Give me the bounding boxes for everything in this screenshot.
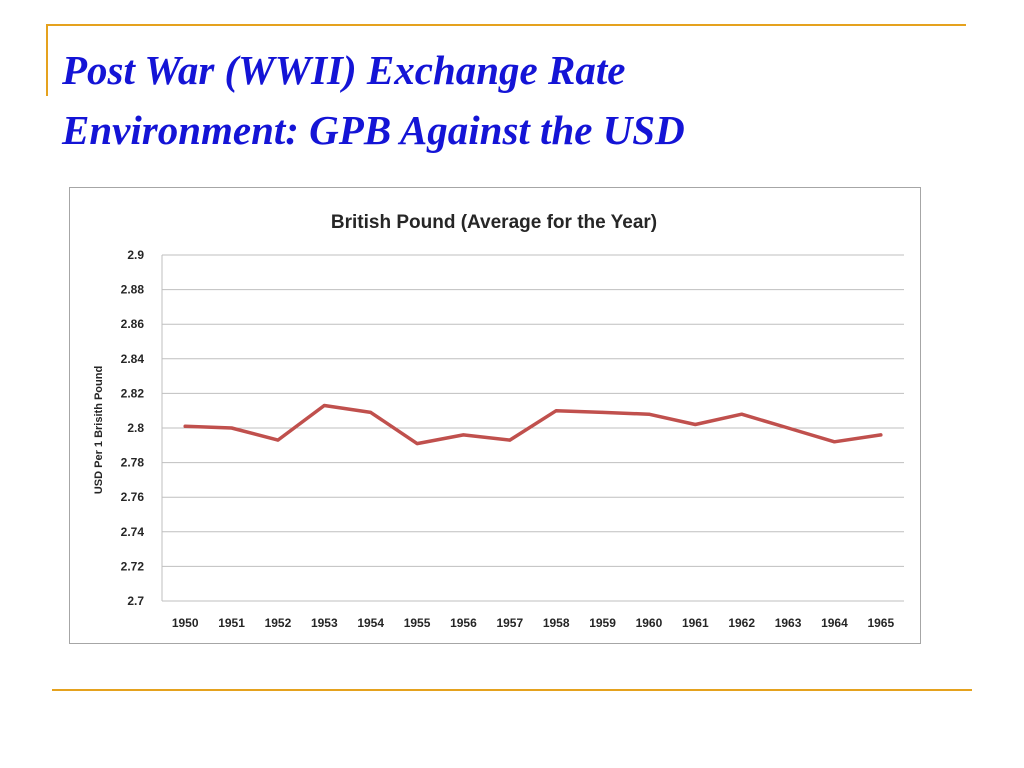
data-point <box>647 412 651 416</box>
y-tick-label: 2.88 <box>121 283 145 297</box>
data-point <box>183 424 187 428</box>
x-tick-label: 1954 <box>357 616 384 630</box>
x-tick-label: 1957 <box>496 616 523 630</box>
y-tick-label: 2.86 <box>121 317 145 331</box>
data-point <box>879 433 883 437</box>
chart-title: British Pound (Average for the Year) <box>331 212 657 233</box>
data-point <box>740 412 744 416</box>
data-point <box>276 438 280 442</box>
x-tick-label: 1960 <box>636 616 663 630</box>
data-point <box>230 426 234 430</box>
data-point <box>693 423 697 427</box>
data-point <box>786 426 790 430</box>
data-point <box>832 440 836 444</box>
y-tick-label: 2.76 <box>121 490 145 504</box>
y-tick-label: 2.7 <box>127 594 144 608</box>
y-axis-ticks: 2.7 2.72 2.74 2.76 2.78 2.8 2.82 2.84 2.86 2.88 2.… <box>121 248 145 608</box>
x-tick-label: 1965 <box>867 616 894 630</box>
x-tick-label: 1962 <box>728 616 755 630</box>
series <box>183 403 883 446</box>
x-tick-label: 1964 <box>821 616 848 630</box>
accent-line-left <box>46 24 48 96</box>
x-axis-ticks: 1950 1951 1952 1953 1954 1955 1956 1957 1958 1959… <box>172 616 895 630</box>
x-tick-label: 1950 <box>172 616 199 630</box>
gridlines <box>161 254 904 602</box>
x-tick-label: 1959 <box>589 616 616 630</box>
y-tick-label: 2.72 <box>121 559 145 573</box>
data-point <box>369 410 373 414</box>
x-tick-label: 1963 <box>775 616 802 630</box>
data-point <box>461 433 465 437</box>
data-point <box>508 438 512 442</box>
data-point <box>322 404 326 408</box>
x-tick-label: 1961 <box>682 616 709 630</box>
y-tick-label: 2.84 <box>121 352 145 366</box>
x-tick-label: 1956 <box>450 616 477 630</box>
accent-line-top <box>46 24 966 26</box>
series-line <box>183 403 883 446</box>
slide-title-line-2: Environment: GPB Against the USD <box>62 107 685 153</box>
y-tick-label: 2.74 <box>121 525 145 539</box>
y-axis-label: USD Per 1 Brisith Pound <box>93 366 105 494</box>
y-tick-label: 2.9 <box>127 248 144 262</box>
x-tick-label: 1951 <box>218 616 245 630</box>
chart-container <box>69 187 921 644</box>
slide-title: Post War (WWII) Exchange Rate Environmen… <box>62 40 982 160</box>
x-tick-label: 1953 <box>311 616 338 630</box>
x-tick-label: 1955 <box>404 616 431 630</box>
data-point <box>601 410 605 414</box>
slide-title-line-1: Post War (WWII) Exchange Rate <box>62 47 626 93</box>
y-tick-label: 2.78 <box>121 456 145 470</box>
y-tick-label: 2.82 <box>121 386 145 400</box>
y-tick-label: 2.8 <box>127 421 144 435</box>
data-point <box>415 442 419 446</box>
x-tick-label: 1952 <box>265 616 292 630</box>
data-point <box>554 409 558 413</box>
x-tick-label: 1958 <box>543 616 570 630</box>
accent-line-bottom <box>52 689 972 691</box>
